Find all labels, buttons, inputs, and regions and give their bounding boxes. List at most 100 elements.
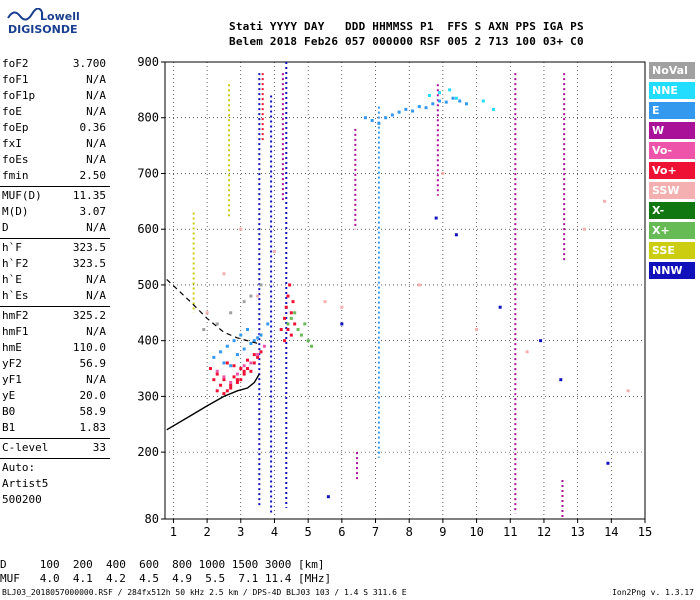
echo-point — [222, 361, 226, 365]
param-value: 0.36 — [79, 121, 107, 134]
echo-point — [256, 294, 260, 298]
echo-point — [279, 328, 283, 332]
echo-point — [377, 121, 381, 125]
echo-point — [262, 344, 266, 348]
echo-point — [340, 305, 344, 309]
param-separator — [0, 306, 110, 307]
echo-point — [229, 386, 233, 390]
echo-point — [239, 227, 243, 231]
muf-row: MUF 4.0 4.1 4.2 4.5 4.9 5.5 7.1 11.4 [MH… — [0, 572, 332, 585]
param-name: foEp — [2, 121, 29, 134]
param-value: 58.9 — [79, 405, 107, 418]
echo-point — [454, 233, 458, 237]
echo-point — [451, 96, 455, 100]
echo-point — [235, 378, 239, 382]
echo-point — [252, 353, 256, 357]
x-tick-label: 3 — [237, 525, 244, 539]
scaled-parameters-panel: foF2 3.700 foF1 N/A foF1p N/A foE N/A foEp 0.36 fx… — [0, 56, 110, 508]
param-value: 56.9 — [79, 357, 107, 370]
echo-point — [239, 333, 243, 337]
echo-point — [299, 333, 303, 337]
echo-point — [404, 107, 408, 111]
echo-point — [208, 367, 212, 371]
echo-point — [438, 91, 442, 95]
x-tick-label: 14 — [604, 525, 618, 539]
echo-point — [293, 311, 297, 315]
echo-point — [242, 372, 246, 376]
echo-point — [340, 322, 344, 326]
param-value: N/A — [86, 137, 106, 150]
param-row: hmF2 325.2 — [0, 308, 110, 324]
param-value: 33 — [92, 441, 106, 454]
param-row: MUF(D) 11.35 — [0, 188, 110, 204]
echo-point — [491, 107, 495, 111]
echo-point — [229, 380, 233, 384]
echo-point — [219, 350, 223, 354]
echo-point — [215, 372, 219, 376]
y-tick-label: 200 — [137, 445, 159, 459]
echo-point — [559, 378, 563, 382]
autoscale-auto: Auto: — [2, 461, 36, 474]
autoscale-artist: Artist5 — [2, 477, 49, 490]
param-value: 323.5 — [72, 241, 106, 254]
echo-point — [259, 283, 263, 287]
profile-trace-dashed — [166, 278, 258, 344]
param-value: N/A — [86, 289, 106, 302]
legend-item: NoVal — [649, 62, 695, 79]
echo-point — [222, 378, 226, 382]
param-name: M(D) — [2, 205, 29, 218]
param-name: yF2 — [2, 357, 22, 370]
echo-point — [222, 375, 226, 379]
echo-point — [411, 109, 415, 113]
echo-point — [242, 369, 246, 373]
legend-item: X+ — [649, 222, 695, 239]
param-value: 3.700 — [72, 57, 106, 70]
echo-point — [249, 361, 253, 365]
echo-point — [288, 283, 292, 287]
x-tick-label: 2 — [203, 525, 210, 539]
y-tick-label: 700 — [137, 166, 159, 180]
echo-point — [235, 353, 239, 357]
param-name: fmin — [2, 169, 29, 182]
param-row: yF2 56.9 — [0, 356, 110, 372]
param-name: foF2 — [2, 57, 29, 70]
echo-point — [225, 344, 229, 348]
echo-point — [249, 369, 253, 373]
echo-point — [310, 344, 314, 348]
y-tick-label: 900 — [137, 55, 159, 69]
autoscale-code: 500200 — [2, 493, 42, 506]
param-value: 325.2 — [72, 309, 106, 322]
param-name: foF1 — [2, 73, 29, 86]
echo-point — [326, 495, 330, 499]
header-values: Belem 2018 Feb26 057 000000 RSF 005 2 71… — [229, 35, 584, 48]
param-row: h`F2 323.5 — [0, 256, 110, 272]
param-value: N/A — [86, 325, 106, 338]
param-row: B0 58.9 — [0, 404, 110, 420]
echo-point — [431, 102, 435, 106]
echo-point — [252, 339, 256, 343]
param-row: h`Es N/A — [0, 288, 110, 304]
version-label: Ion2Png v. 1.3.17 — [612, 588, 694, 597]
param-row: foF1 N/A — [0, 72, 110, 88]
param-name: yF1 — [2, 373, 22, 386]
echo-point — [246, 328, 250, 332]
echo-point — [444, 100, 448, 104]
x-tick-label: 1 — [170, 525, 177, 539]
echo-point — [303, 322, 307, 326]
echo-point — [289, 311, 293, 315]
echo-point — [363, 116, 367, 120]
param-value: N/A — [86, 73, 106, 86]
param-row: yF1 N/A — [0, 372, 110, 388]
echo-point — [242, 300, 246, 304]
echo-point — [286, 322, 290, 326]
echo-point — [256, 353, 260, 357]
legend-item: Vo- — [649, 142, 695, 159]
param-row: foF2 3.700 — [0, 56, 110, 72]
digisonde-logo: Lowell DIGISONDE — [2, 6, 82, 36]
echo-point — [448, 88, 452, 92]
echo-point — [286, 328, 290, 332]
param-value: 2.50 — [79, 169, 107, 182]
echo-point — [323, 300, 327, 304]
echo-point — [498, 305, 502, 309]
